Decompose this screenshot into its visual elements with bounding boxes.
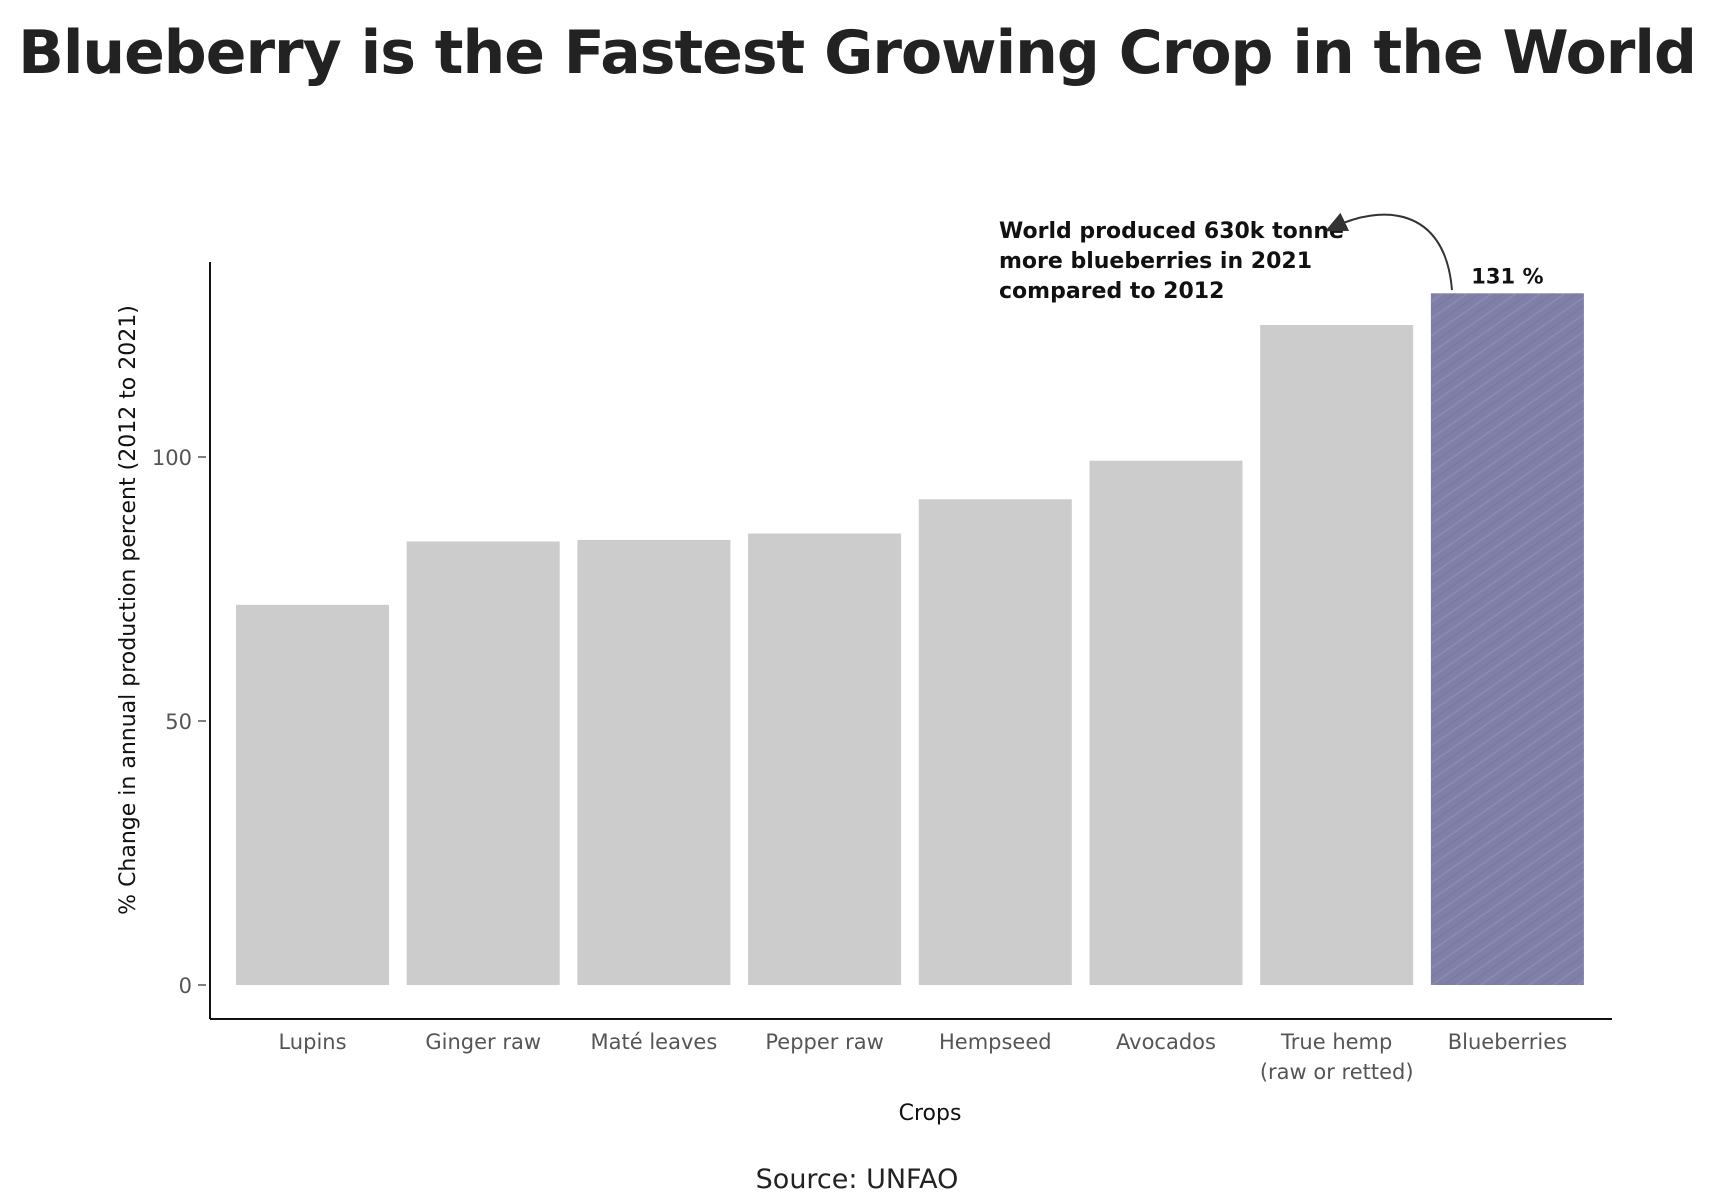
chart-title: Blueberry is the Fastest Growing Crop in… [18, 18, 1697, 88]
source-caption: Source: UNFAO [755, 1164, 959, 1195]
axes-layer [209, 262, 1612, 1020]
y-tick-label: 0 [179, 974, 192, 998]
x-tick-label: Blueberries [1448, 1030, 1567, 1054]
bar-lupins [236, 604, 389, 985]
y-tick-label: 100 [152, 446, 192, 470]
y-ticks: 0 50 100 [152, 446, 206, 998]
x-tick-label: Pepper raw [765, 1030, 883, 1054]
y-axis-title: % Change in annual production percent (2… [116, 305, 141, 915]
y-tick-label: 50 [165, 710, 192, 734]
data-label: 131 % [1471, 264, 1543, 288]
bar-mat-leaves [577, 539, 731, 985]
x-tick-label: Hempseed [939, 1030, 1052, 1054]
bar-pepper-raw [748, 533, 902, 985]
x-ticks: Lupins Ginger raw Maté leaves Pepper raw Hem… [278, 1030, 1567, 1084]
x-tick-label: True hemp [1280, 1030, 1392, 1054]
bar-ginger-raw [406, 541, 560, 985]
x-tick-label: (raw or retted) [1260, 1060, 1414, 1084]
x-tick-label: Avocados [1116, 1030, 1216, 1054]
annotation-line: more blueberries in 2021 [999, 249, 1312, 274]
bar-hempseed [918, 499, 1072, 985]
bar-blueberries-texture [1430, 293, 1584, 985]
annotation-line: compared to 2012 [999, 279, 1224, 304]
x-tick-label: Maté leaves [591, 1030, 718, 1054]
bar-avocados [1089, 460, 1243, 985]
x-tick-label: Lupins [278, 1030, 346, 1054]
annotation-arrow [1324, 212, 1453, 291]
annotation: World produced 630k tonne more blueberrie… [999, 212, 1453, 304]
data-labels: 131 % [1471, 264, 1543, 288]
bar-true-hemp [1260, 325, 1414, 985]
x-axis-title: Crops [899, 1101, 962, 1126]
bars-layer [236, 293, 1584, 985]
annotation-line: World produced 630k tonne [999, 219, 1344, 244]
annotation-text: World produced 630k tonne more blueberrie… [999, 219, 1344, 304]
x-tick-label: Ginger raw [425, 1030, 541, 1054]
